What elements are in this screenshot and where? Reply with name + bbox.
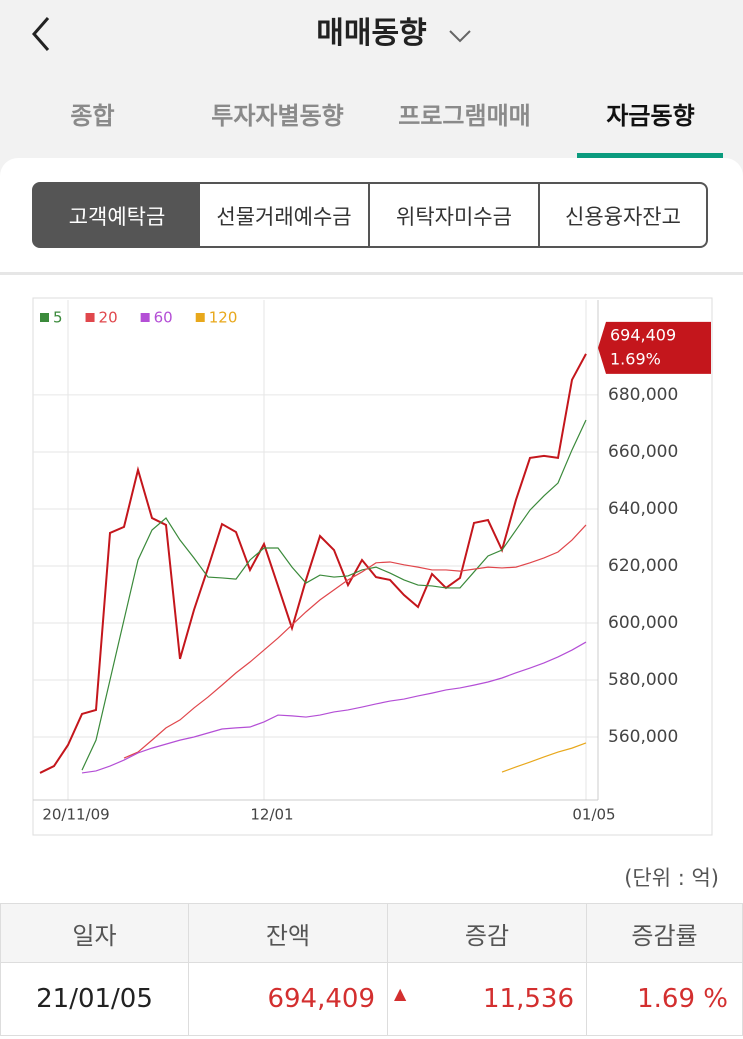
col-header: 증감률 [586,903,743,963]
cell: 694,409 [188,962,388,1036]
y-tick-label: 560,000 [608,727,678,747]
col-header: 일자 [0,903,189,963]
series-line [39,353,587,774]
series-line [123,524,587,759]
unit-label: (단위 : 억) [624,866,719,890]
x-tick-label: 12/01 [250,806,293,824]
title-text: 매매동향 [316,16,427,51]
divider [0,272,743,275]
y-tick-label: 620,000 [608,556,678,576]
tab-active[interactable]: 자금동향 [606,102,695,130]
sub-tab[interactable]: 선물거래예수금 [200,182,370,248]
sub-tab[interactable]: 신용융자잔고 [538,182,708,248]
tab[interactable]: 투자자별동향 [211,102,344,130]
data-table: 일자 잔액 증감 증감률 21/01/05 694,409 ▲ 11,536 1.… [0,903,743,1036]
x-tick-label: 01/05 [572,806,615,824]
change-label: 1.69% [610,349,661,368]
cell-text: 11,536 [483,984,574,1014]
legend-label: 5 [53,309,63,327]
x-tick-label: 20/11/09 [42,806,109,824]
page-title[interactable]: 매매동향 [0,8,743,52]
series-line [81,641,587,774]
legend-label: 60 [154,309,173,327]
cell: 21/01/05 [0,962,189,1036]
up-icon: ▲ [394,984,407,1003]
legend-swatch [40,313,49,322]
tab-underline [577,153,723,158]
tab[interactable]: 종합 [70,102,115,130]
cell: 1.69 % [586,962,743,1036]
value-label: 694,409 [610,325,676,344]
sub-tab-active[interactable]: 고객예탁금 [32,182,202,248]
tab[interactable]: 프로그램매매 [398,102,531,130]
chart: 560,000 580,000 600,000 620,000 640,000 660,0… [32,297,713,836]
legend-swatch [85,313,95,322]
legend-label: 20 [99,309,118,327]
y-tick-label: 600,000 [608,613,678,633]
y-tick-label: 580,000 [608,670,678,690]
y-tick-label: 660,000 [608,442,678,462]
cell: ▲ 11,536 [387,962,587,1036]
series-line [501,742,587,773]
sub-tab[interactable]: 위탁자미수금 [368,182,540,248]
value-label-box [598,321,711,374]
legend-swatch [195,313,205,322]
col-header: 잔액 [188,903,388,963]
legend-label: 120 [209,309,238,327]
series-line [81,419,587,771]
y-tick-label: 640,000 [608,499,678,519]
back-button[interactable] [28,14,58,54]
col-header: 증감 [387,903,587,963]
dropdown-icon[interactable] [448,28,472,44]
y-tick-label: 680,000 [608,385,678,405]
legend-swatch [140,313,150,322]
